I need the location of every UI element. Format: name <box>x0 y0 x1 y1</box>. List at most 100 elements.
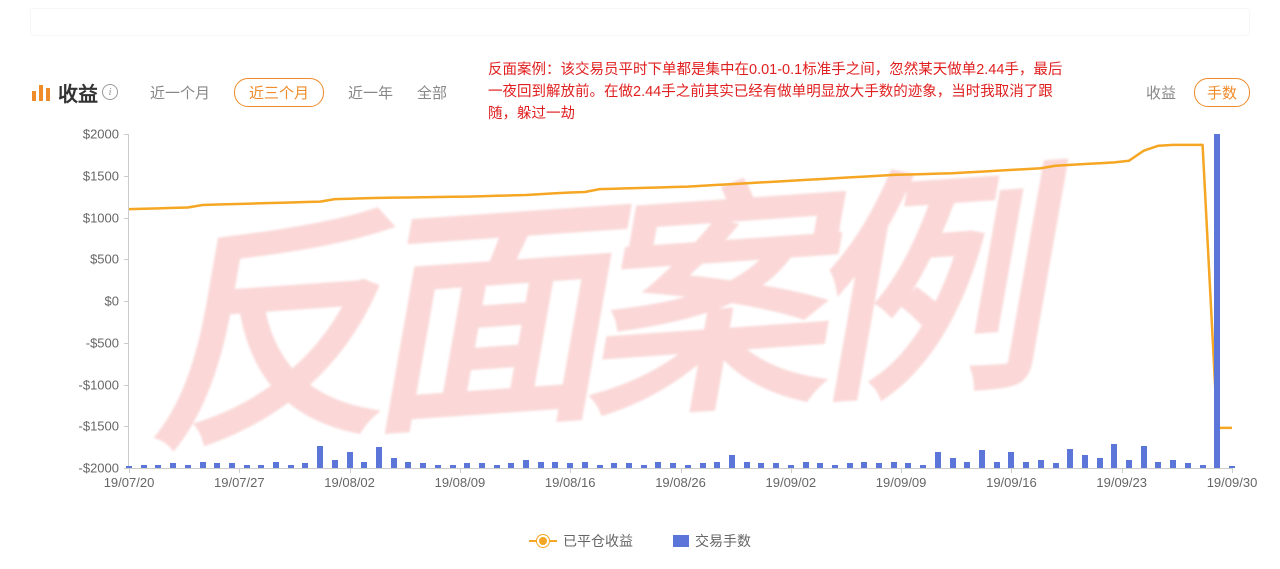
metric-tab-0[interactable]: 收益 <box>1146 82 1176 103</box>
bar <box>523 460 529 468</box>
bar <box>641 465 647 468</box>
time-tab-2[interactable]: 近一年 <box>348 82 393 103</box>
bar <box>273 462 279 468</box>
time-tab-0[interactable]: 近一个月 <box>150 82 210 103</box>
x-tick-label: 19/08/09 <box>435 475 486 490</box>
bar <box>552 462 558 468</box>
bar <box>950 458 956 468</box>
bar <box>582 462 588 468</box>
bar <box>1038 460 1044 468</box>
plot-region: -$2000-$1500-$1000-$500$0$500$1000$1500$… <box>128 134 1232 469</box>
metric-tabs: 收益手数 <box>1146 78 1250 107</box>
bar <box>170 463 176 468</box>
bar <box>832 465 838 468</box>
bar <box>611 463 617 468</box>
y-tick-label: -$1000 <box>79 377 119 392</box>
bar <box>1155 462 1161 468</box>
bar <box>935 452 941 468</box>
bar <box>479 463 485 468</box>
top-placeholder-box <box>30 8 1250 36</box>
bar <box>994 462 1000 468</box>
time-tab-1[interactable]: 近三个月 <box>234 78 324 107</box>
y-tick-label: -$2000 <box>79 461 119 476</box>
time-tab-3[interactable]: 全部 <box>417 82 447 103</box>
y-tick-label: -$500 <box>86 335 119 350</box>
x-tick-label: 19/08/16 <box>545 475 596 490</box>
y-tick-label: $1000 <box>83 210 119 225</box>
bar <box>376 447 382 468</box>
bar <box>1185 463 1191 468</box>
bar <box>744 462 750 468</box>
bar <box>920 465 926 468</box>
bar <box>1229 466 1235 468</box>
bar <box>979 450 985 468</box>
bar <box>891 462 897 468</box>
bar <box>714 462 720 468</box>
x-tick-label: 19/09/30 <box>1207 475 1258 490</box>
x-tick-label: 19/07/20 <box>104 475 155 490</box>
bar <box>391 458 397 468</box>
legend-item-line: 已平仓收益 <box>529 531 633 551</box>
annotation-text: 反面案例：该交易员平时下单都是集中在0.01-0.1标准手之间，忽然某天做单2.… <box>488 60 1068 125</box>
bar <box>729 455 735 468</box>
info-icon[interactable]: i <box>102 84 118 100</box>
bar <box>244 465 250 468</box>
bar <box>155 465 161 468</box>
x-tick-label: 19/09/23 <box>1096 475 1147 490</box>
bar <box>405 462 411 468</box>
bar <box>508 463 514 468</box>
bar <box>302 463 308 468</box>
x-tick-label: 19/09/02 <box>765 475 816 490</box>
bar <box>905 463 911 468</box>
bar <box>700 463 706 468</box>
bar <box>597 465 603 468</box>
bar <box>1214 134 1220 468</box>
y-tick-label: $0 <box>105 294 119 309</box>
bar <box>803 462 809 468</box>
line-series <box>129 134 1232 468</box>
bar <box>126 466 132 468</box>
legend-bar-swatch <box>673 535 689 547</box>
bar <box>1097 458 1103 468</box>
y-tick-label: $1500 <box>83 168 119 183</box>
bar <box>185 465 191 468</box>
bar <box>1141 446 1147 468</box>
bar <box>1126 460 1132 468</box>
bar <box>420 463 426 468</box>
bar <box>200 462 206 468</box>
bar <box>229 463 235 468</box>
bar <box>876 463 882 468</box>
bar <box>1008 452 1014 468</box>
bar <box>773 463 779 468</box>
y-tick-label: $2000 <box>83 127 119 142</box>
bar <box>435 465 441 468</box>
bar <box>288 465 294 468</box>
x-tick-label: 19/09/09 <box>876 475 927 490</box>
bar <box>214 463 220 468</box>
x-tick-label: 19/07/27 <box>214 475 265 490</box>
bar <box>567 463 573 468</box>
legend-bar-label: 交易手数 <box>695 531 751 551</box>
metric-tab-1[interactable]: 手数 <box>1194 78 1250 107</box>
bar <box>347 452 353 468</box>
bar <box>655 462 661 468</box>
bar <box>1200 465 1206 468</box>
bar <box>817 463 823 468</box>
legend-item-bar: 交易手数 <box>673 531 751 551</box>
bar <box>1023 462 1029 468</box>
bar <box>1067 449 1073 468</box>
bar <box>361 462 367 468</box>
bar <box>861 462 867 468</box>
bar <box>332 460 338 468</box>
bar <box>670 463 676 468</box>
bar <box>1053 463 1059 468</box>
bar-chart-icon <box>30 81 52 103</box>
bar <box>1170 460 1176 468</box>
bar <box>464 463 470 468</box>
legend: 已平仓收益 交易手数 <box>0 531 1280 551</box>
bar <box>317 446 323 468</box>
bar <box>1082 455 1088 468</box>
y-tick-label: -$1500 <box>79 419 119 434</box>
x-tick-label: 19/08/26 <box>655 475 706 490</box>
chart-title: 收益 <box>58 78 98 107</box>
